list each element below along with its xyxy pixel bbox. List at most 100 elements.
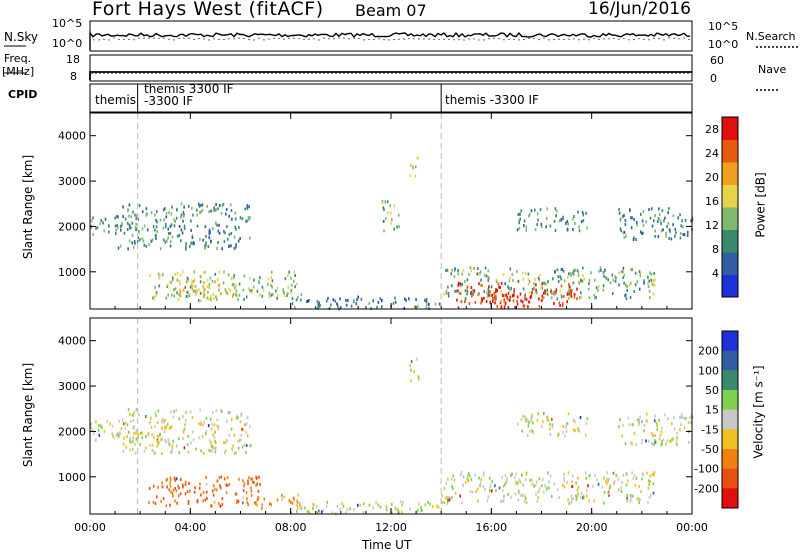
range-gate-cell: [206, 204, 208, 208]
range-gate-cell: [537, 496, 539, 500]
range-gate-cell: [218, 476, 221, 479]
range-gate-cell: [485, 299, 488, 303]
range-gate-cell: [120, 427, 123, 431]
range-gate-cell: [510, 474, 512, 477]
range-gate-cell: [581, 211, 584, 215]
range-gate-cell: [119, 244, 122, 248]
range-gate-cell: [213, 500, 216, 504]
range-gate-cell: [533, 282, 535, 286]
range-gate-cell: [563, 479, 566, 483]
range-gate-cell: [560, 218, 562, 222]
range-gate-cell: [525, 472, 528, 476]
range-gate-cell: [574, 268, 577, 272]
range-gate-cell: [248, 287, 250, 291]
range-gate-cell: [546, 288, 549, 292]
range-gate-cell: [575, 494, 577, 498]
range-gate-cell: [219, 504, 222, 508]
range-gate-cell: [534, 228, 537, 232]
range-gate-cell: [531, 482, 534, 486]
freq-tick-low: 8: [70, 70, 77, 83]
range-gate-cell: [447, 294, 450, 298]
range-gate-cell: [538, 477, 541, 481]
range-gate-cell: [271, 285, 273, 289]
range-gate-cell: [454, 491, 457, 495]
range-gate-cell: [510, 286, 512, 290]
range-gate-cell: [191, 279, 193, 283]
range-gate-cell: [667, 416, 669, 420]
range-gate-cell: [230, 418, 233, 421]
range-gate-cell: [180, 239, 182, 243]
range-gate-cell: [507, 492, 509, 496]
range-gate-cell: [111, 424, 114, 428]
range-gate-cell: [221, 204, 224, 208]
range-gate-cell: [215, 221, 217, 225]
range-gate-cell: [198, 486, 201, 490]
range-gate-cell: [245, 430, 247, 434]
range-gate-cell: [459, 473, 462, 477]
range-gate-cell: [420, 509, 422, 513]
range-gate-cell: [642, 231, 644, 235]
range-gate-cell: [462, 483, 464, 487]
range-gate-cell: [380, 305, 383, 309]
range-gate-cell: [322, 509, 325, 512]
range-gate-cell: [447, 285, 449, 289]
range-gate-cell: [481, 284, 483, 287]
range-gate-cell: [675, 231, 677, 235]
range-gate-cell: [199, 482, 201, 486]
range-gate-cell: [544, 282, 547, 286]
range-gate-cell: [178, 224, 181, 228]
range-gate-cell: [538, 274, 541, 277]
range-gate-cell: [647, 486, 650, 490]
range-gate-cell: [205, 243, 208, 247]
range-gate-cell: [559, 289, 561, 293]
range-gate-cell: [454, 289, 456, 293]
range-gate-cell: [207, 297, 210, 301]
range-gate-cell: [257, 489, 260, 493]
range-gate-cell: [175, 408, 178, 412]
range-gate-cell: [163, 420, 165, 424]
range-gate-cell: [153, 452, 156, 456]
y-tick-label: 4000: [58, 130, 86, 143]
range-gate-cell: [191, 284, 194, 288]
range-gate-cell: [466, 474, 469, 478]
range-gate-cell: [132, 425, 135, 429]
range-gate-cell: [225, 207, 228, 211]
range-gate-cell: [245, 451, 247, 454]
range-gate-cell: [270, 270, 273, 274]
range-gate-cell: [151, 443, 154, 447]
range-gate-cell: [185, 411, 187, 414]
range-gate-cell: [559, 304, 561, 307]
range-gate-cell: [450, 477, 453, 481]
range-gate-cell: [141, 227, 144, 231]
range-gate-cell: [225, 483, 228, 487]
range-gate-cell: [641, 472, 644, 476]
range-gate-cell: [208, 236, 210, 240]
range-gate-cell: [661, 209, 664, 213]
range-gate-cell: [172, 488, 175, 492]
range-gate-cell: [240, 413, 242, 417]
range-gate-cell: [479, 481, 482, 485]
range-gate-cell: [494, 296, 497, 300]
range-gate-cell: [199, 408, 201, 412]
range-gate-cell: [620, 270, 622, 274]
range-gate-cell: [608, 492, 610, 495]
range-gate-cell: [647, 275, 649, 279]
range-gate-cell: [149, 274, 151, 278]
range-gate-cell: [509, 298, 511, 302]
range-gate-cell: [226, 476, 229, 480]
range-gate-cell: [216, 297, 218, 301]
range-gate-cell: [557, 432, 560, 436]
range-gate-cell: [572, 228, 574, 231]
range-gate-cell: [248, 217, 250, 221]
range-gate-cell: [580, 278, 582, 282]
range-gate-cell: [517, 489, 520, 493]
range-gate-cell: [165, 440, 168, 444]
range-gate-cell: [246, 415, 249, 419]
range-gate-cell: [243, 298, 245, 301]
range-gate-cell: [558, 219, 561, 223]
range-gate-cell: [563, 485, 566, 489]
range-gate-cell: [626, 472, 628, 476]
range-gate-cell: [537, 490, 540, 494]
range-gate-cell: [230, 232, 233, 235]
range-gate-cell: [261, 506, 263, 510]
